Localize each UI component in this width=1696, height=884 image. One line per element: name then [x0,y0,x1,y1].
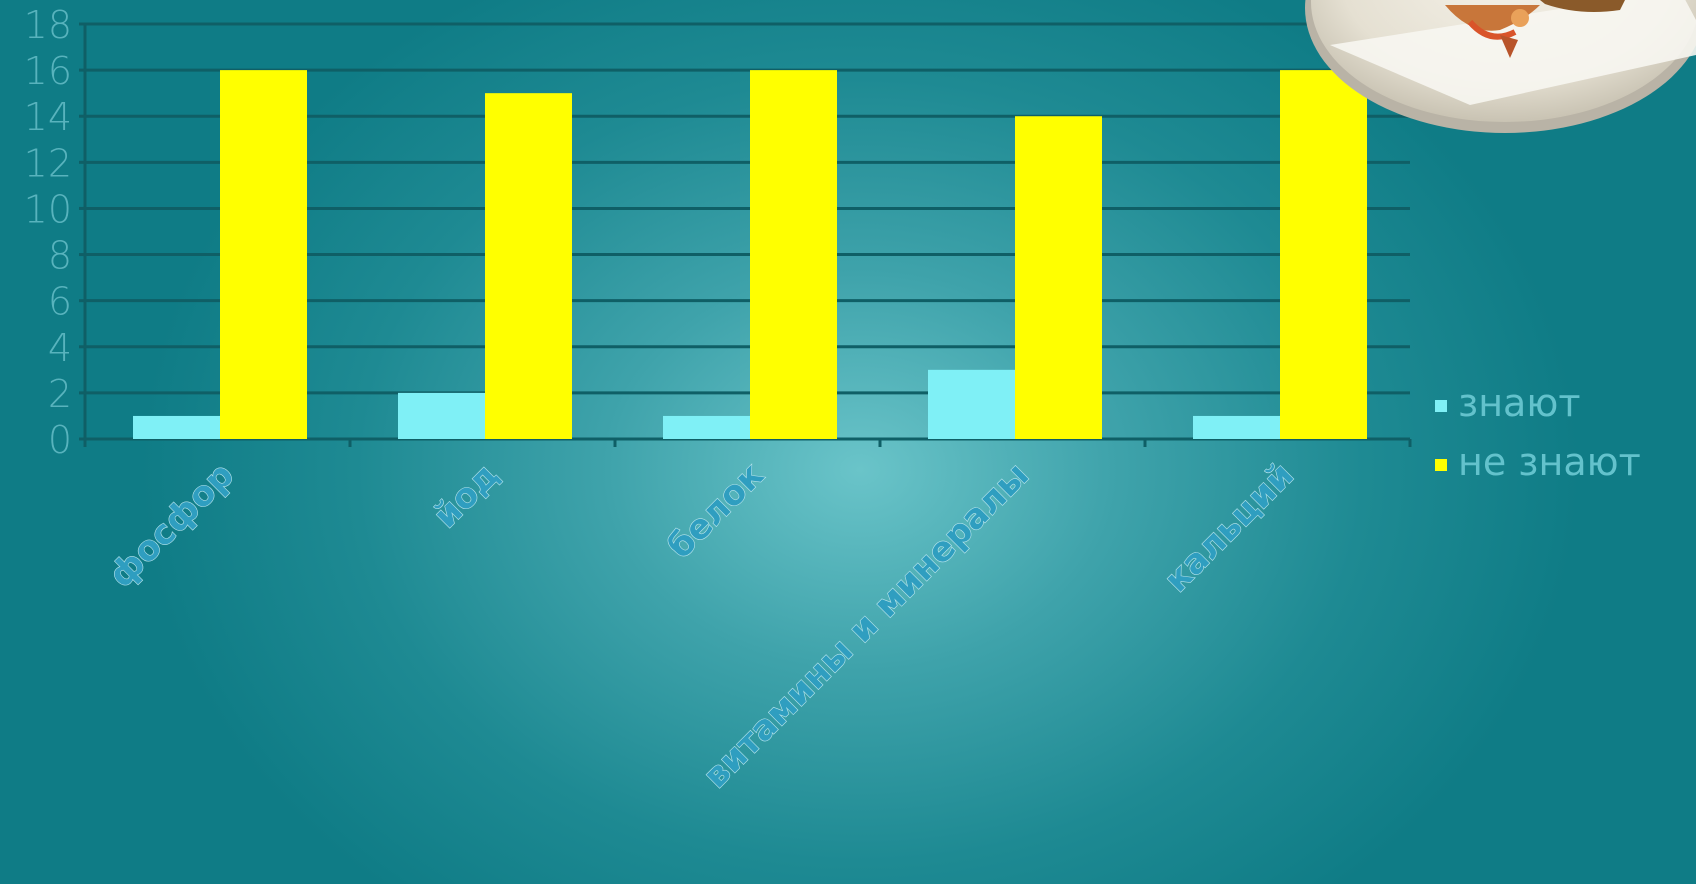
category-label: кальций [1157,455,1302,600]
category-label: фосфор [101,455,241,595]
legend: знают не знают [1435,381,1641,484]
bar-know-2 [663,415,750,439]
legend-swatch [1435,400,1447,412]
y-tick-label: 16 [24,49,72,93]
y-tick-label: 12 [24,141,72,185]
bar-dont-know-0 [220,70,307,439]
bar-know-0 [133,415,220,439]
bar-dont-know-3 [1015,116,1102,439]
y-tick-label: 10 [24,187,72,231]
legend-swatch [1435,459,1447,471]
y-tick-label: 8 [48,234,72,278]
y-tick-label: 4 [48,326,72,370]
y-tick-label: 18 [24,3,72,47]
bar-know-3 [928,369,1015,439]
y-tick-label: 2 [48,372,72,416]
bar-dont-know-2 [750,70,837,439]
category-label: йод [426,455,507,536]
bar-dont-know-4 [1280,70,1367,439]
y-tick-label: 14 [24,95,72,139]
legend-label: знают [1458,381,1580,425]
bar-know-1 [398,392,485,439]
y-tick-label: 0 [48,418,72,462]
category-label: белок [660,455,772,567]
y-tick-label: 6 [48,280,72,324]
legend-label: не знают [1458,440,1641,484]
bars [133,70,1367,440]
bar-know-4 [1193,415,1280,439]
bar-dont-know-1 [485,93,572,440]
plate-with-shrimp-image [1305,0,1696,133]
